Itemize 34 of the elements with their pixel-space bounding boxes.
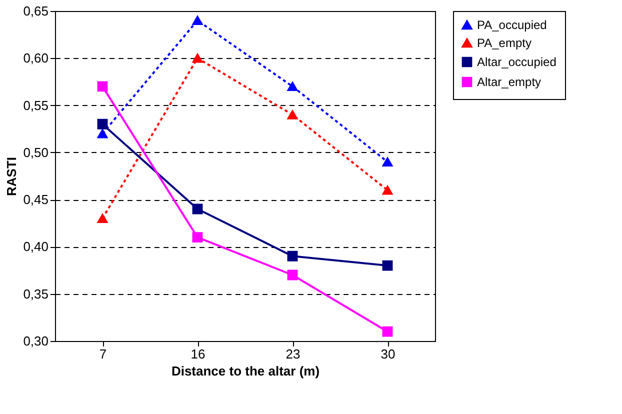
point (382, 157, 393, 166)
point (192, 16, 203, 26)
y-tick-label: 0,60 (23, 50, 48, 66)
y-tick-label: 0,50 (23, 144, 48, 160)
y-tick-label: 0,45 (23, 192, 48, 208)
point (97, 128, 108, 138)
y-tick-label: 0,55 (23, 98, 48, 113)
y-tick-label: 0,65 (23, 4, 48, 18)
x-tick-label: 23 (286, 346, 300, 362)
point (97, 81, 108, 92)
point (287, 82, 298, 92)
point (287, 110, 298, 120)
y-tick-label: 0,30 (23, 334, 48, 348)
point (287, 270, 298, 280)
x-tick-label: 7 (99, 346, 107, 362)
y-tick-label: 0,40 (23, 239, 48, 254)
legend-label: PA_occupied (477, 18, 547, 32)
point (192, 232, 203, 243)
legend-label: Altar_occupied (477, 55, 556, 69)
point (192, 204, 203, 214)
x-tick-label: 16 (190, 346, 206, 362)
point (97, 214, 108, 224)
point (287, 250, 298, 262)
legend-label: Altar_empty (477, 75, 542, 89)
x-axis-title: Distance to the altar (m) (171, 364, 320, 378)
legend-label: PA_empty (477, 36, 532, 50)
point (382, 326, 393, 337)
point (97, 118, 108, 130)
point (192, 54, 203, 63)
y-tick-label: 0,35 (23, 286, 48, 302)
point (382, 186, 393, 195)
point (382, 260, 393, 271)
x-tick-label: 30 (380, 346, 396, 362)
y-axis-title: RASTI (4, 157, 20, 196)
